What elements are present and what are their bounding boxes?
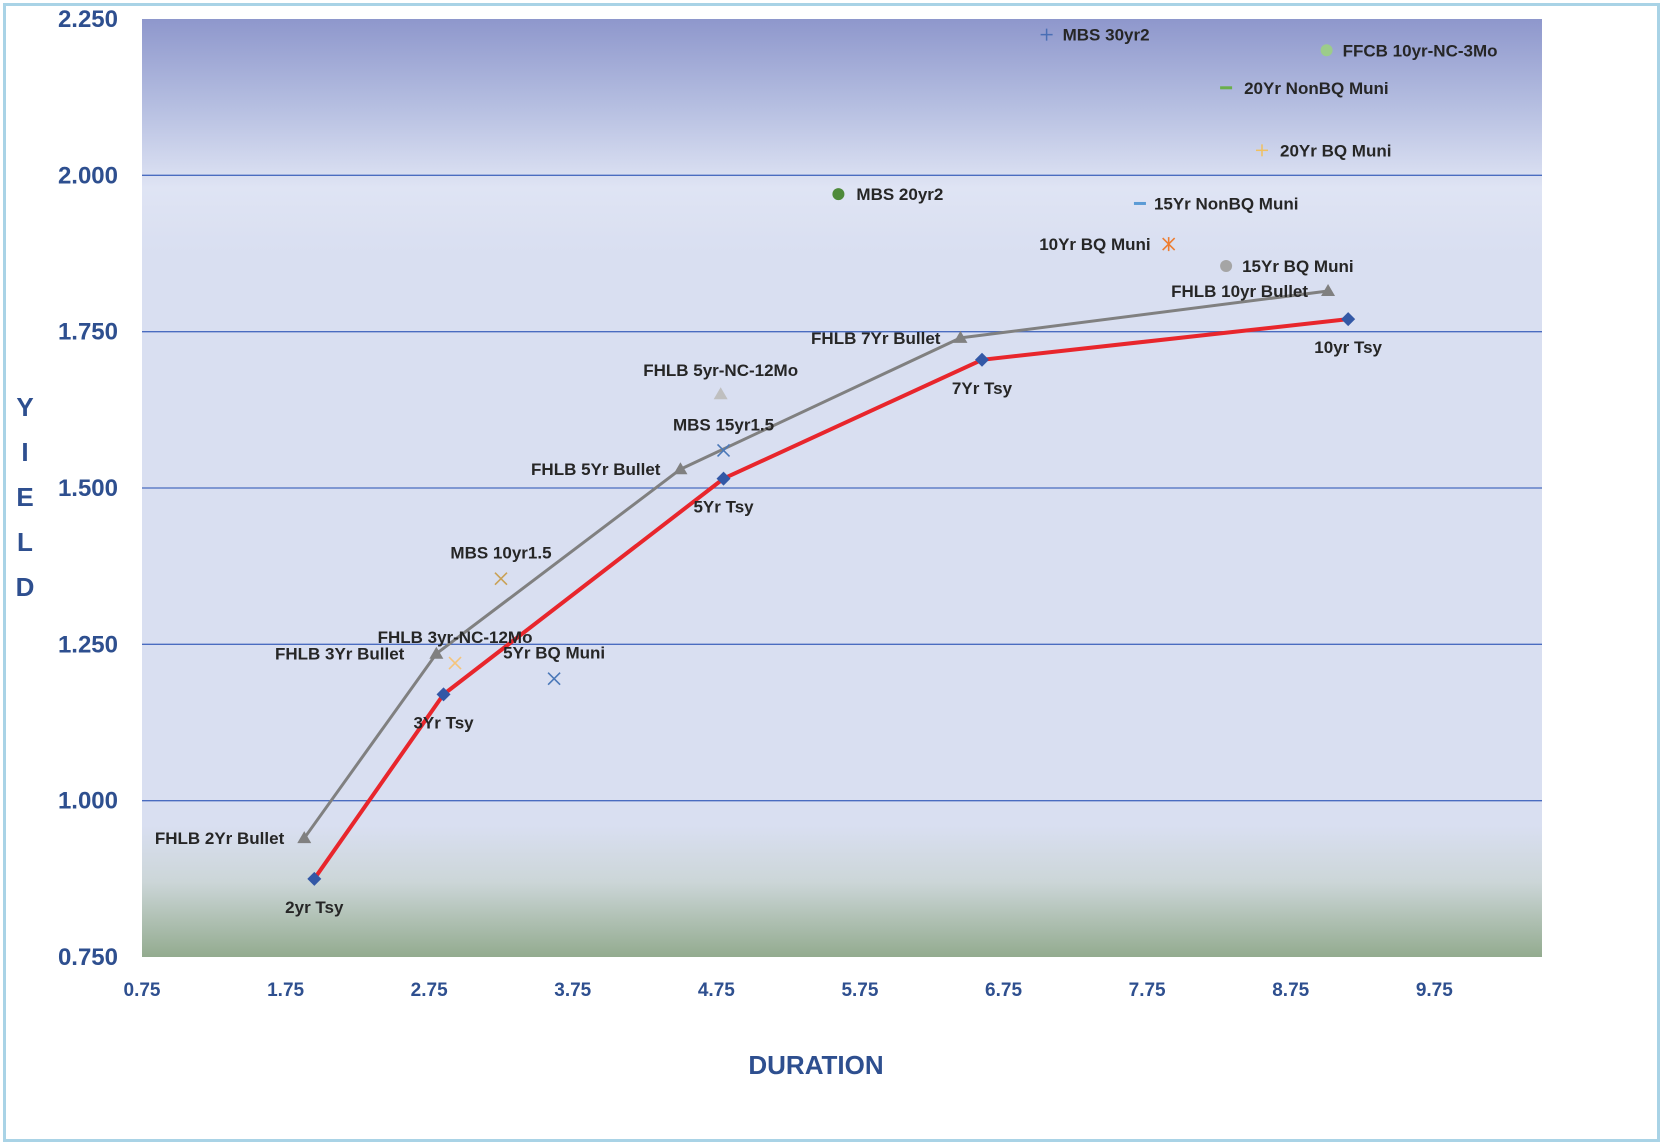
data-label: 2yr Tsy [285,898,344,917]
chart-frame: 0.750 1.000 1.250 1.500 1.750 2.000 2.250 0.75… [3,3,1660,1142]
diamond-marker-shape [975,352,989,367]
x-marker [716,443,731,458]
diamond-marker [716,471,731,486]
x-tick-label: 9.75 [1416,980,1453,1001]
triangle-marker [1321,284,1336,297]
x-marker-stroke [494,572,508,586]
data-label: 15Yr BQ Muni [1242,257,1353,276]
x-tick-label: 8.75 [1272,980,1309,1001]
triangle-marker-shape [429,646,444,659]
data-label: 20Yr BQ Muni [1280,141,1391,160]
data-label: FHLB 5yr-NC-12Mo [643,361,798,380]
y-tick-label: 2.250 [58,6,118,33]
yield-curve-chart: 0.750 1.000 1.250 1.500 1.750 2.000 2.250 0.75… [16,6,1542,1080]
data-label: FHLB 2Yr Bullet [155,829,285,848]
data-label: FHLB 3yr-NC-12Mo [378,628,533,647]
diamond-marker [436,687,451,702]
data-label: MBS 15yr1.5 [673,415,774,434]
x-marker [494,572,508,586]
triangle-marker-shape [713,387,728,400]
x-tick-label: 6.75 [985,980,1022,1001]
x-marker [448,656,462,670]
y-axis-ticks: 0.750 1.000 1.250 1.500 1.750 2.000 2.250 [58,6,118,971]
circle-marker-shape [1320,44,1333,57]
gridlines [142,174,1542,802]
diamond-marker [307,871,322,886]
x-marker-stroke [448,656,462,670]
data-label: MBS 20yr2 [856,185,943,204]
plus-marker [1040,28,1053,41]
triangle-marker [673,462,688,475]
data-label: 5Yr BQ Muni [503,644,605,663]
data-labels: FHLB 2Yr Bullet FHLB 3Yr Bullet FHLB 5Yr B… [155,26,1498,917]
diamond-marker [1341,312,1356,327]
data-label: FHLB 5Yr Bullet [531,460,661,479]
y-tick-label: 1.500 [58,475,118,502]
data-label: FHLB 3Yr Bullet [275,645,405,664]
x-tick-label: 1.75 [267,980,304,1001]
data-label: FHLB 10yr Bullet [1171,282,1308,301]
x-tick-label: 2.75 [411,980,448,1001]
x-axis-title: DURATION [748,1050,883,1080]
triangle-marker-shape [953,330,968,343]
y-tick-label: 1.750 [58,319,118,346]
x-marker [547,672,561,686]
x-marker-stroke [716,443,731,458]
x-axis-ticks: 0.75 1.75 2.75 3.75 4.75 5.75 6.75 7.75 8.75 9.75 [124,980,1454,1001]
data-label: 20Yr NonBQ Muni [1244,79,1389,98]
triangle-marker [429,646,444,659]
y-axis-title-letter: D [16,572,35,602]
diamond-marker-shape [1341,312,1356,327]
data-label: 3Yr Tsy [413,713,474,732]
x-tick-label: 5.75 [841,980,878,1001]
triangle-marker-shape [673,462,688,475]
data-label: FHLB 7Yr Bullet [811,329,941,348]
y-tick-label: 0.750 [58,944,118,971]
triangle-marker [713,387,728,400]
data-label: MBS 10yr1.5 [450,544,551,563]
data-label: 7Yr Tsy [952,379,1013,398]
y-tick-label: 2.000 [58,162,118,189]
y-axis-title-letter: I [21,437,28,467]
circle-marker [1220,260,1233,273]
data-label: FFCB 10yr-NC-3Mo [1343,41,1498,60]
diamond-marker-shape [716,471,731,486]
circle-marker [1320,44,1333,57]
triangle-marker [297,831,312,844]
asterisk-marker [1162,237,1176,252]
triangle-marker-shape [1321,284,1336,297]
data-label: 10yr Tsy [1314,338,1382,357]
diamond-marker-shape [307,871,322,886]
triangle-marker-shape [297,831,312,844]
data-label: 15Yr NonBQ Muni [1154,194,1299,213]
x-marker-stroke [547,672,561,686]
data-label: 5Yr Tsy [693,498,754,517]
diamond-marker-shape [436,687,451,702]
circle-marker [832,188,845,201]
triangle-marker [953,330,968,343]
data-markers [297,28,1356,886]
circle-marker-shape [832,188,845,201]
y-tick-label: 1.000 [58,788,118,815]
diamond-marker [975,352,989,367]
x-tick-label: 7.75 [1129,980,1166,1001]
y-tick-label: 1.250 [58,631,118,658]
y-axis-title-letter: Y [16,392,33,422]
data-label: 10Yr BQ Muni [1039,235,1150,254]
plus-marker [1256,144,1268,157]
circle-marker-shape [1220,260,1233,273]
data-label: MBS 30yr2 [1063,26,1150,45]
x-tick-label: 3.75 [554,980,591,1001]
y-axis-title-letter: L [17,527,33,557]
x-tick-label: 4.75 [698,980,735,1001]
x-tick-label: 0.75 [124,980,161,1001]
y-axis-title-letter: E [16,482,33,512]
